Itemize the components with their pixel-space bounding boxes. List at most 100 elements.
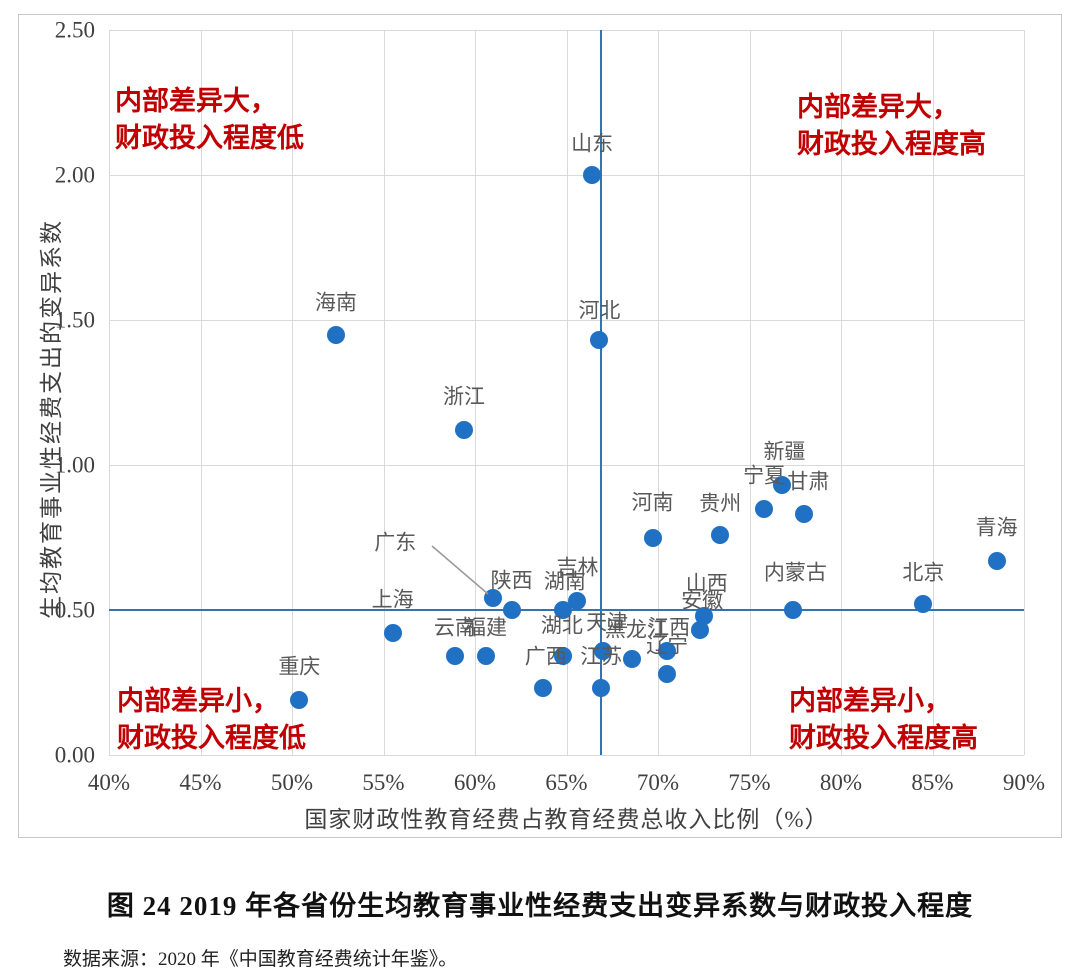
data-point-黑龙江 <box>623 650 642 669</box>
data-point-湖南 <box>553 601 572 619</box>
gridline-vertical <box>749 30 751 755</box>
quadrant-label-line: 内部差异小， <box>117 686 279 716</box>
point-label-上海: 上海 <box>371 587 414 612</box>
data-point-福建 <box>476 647 495 666</box>
data-point-湖北 <box>553 647 572 666</box>
y-tick-label: 1.00 <box>54 452 95 478</box>
gridline-vertical <box>658 30 659 755</box>
point-label-河南: 河南 <box>631 490 674 514</box>
point-label-海南: 海南 <box>314 290 357 314</box>
vertical-reference-line <box>600 30 603 755</box>
point-label-陕西: 陕西 <box>490 568 533 593</box>
x-tick-label: 45% <box>179 770 222 795</box>
point-label-浙江: 浙江 <box>443 384 486 409</box>
data-point-重庆 <box>290 690 309 709</box>
quadrant-label-1: 内部差异大， 财政投入程度低 <box>115 83 304 157</box>
data-point-陕西 <box>502 601 521 619</box>
point-label-宁夏: 宁夏 <box>743 463 786 487</box>
x-tick-label: 90% <box>1002 770 1046 795</box>
quadrant-label-2: 内部差异大， 财政投入程度高 <box>797 89 986 163</box>
point-label-云南: 云南 <box>433 615 476 640</box>
data-point-新疆 <box>773 476 792 495</box>
point-label-甘肃: 甘肃 <box>787 469 830 494</box>
gridline-vertical <box>566 30 568 755</box>
x-tick-label: 60% <box>453 770 497 795</box>
data-point-北京 <box>914 595 933 614</box>
x-tick-label: 70% <box>636 770 680 795</box>
point-label-湖北: 湖北 <box>540 613 583 638</box>
gridline-vertical <box>475 30 476 755</box>
gridline-vertical <box>383 30 385 755</box>
quadrant-label-line: 财政投入程度高 <box>789 723 978 753</box>
quadrant-label-3: 内部差异小， 财政投入程度低 <box>117 683 306 757</box>
point-label-山西: 山西 <box>685 571 728 596</box>
gridline-vertical <box>109 30 110 755</box>
x-tick-label: 75% <box>728 770 771 795</box>
point-label-新疆: 新疆 <box>763 439 806 464</box>
quadrant-label-4: 内部差异小， 财政投入程度高 <box>789 683 978 757</box>
quadrant-label-line: 内部差异小， <box>789 686 951 716</box>
data-point-贵州 <box>711 525 730 544</box>
x-tick-label: 55% <box>362 770 405 795</box>
point-label-天津: 天津 <box>586 610 629 635</box>
gridline-horizontal <box>109 30 1024 31</box>
y-tick-label: 2.00 <box>54 162 95 188</box>
figure-source: 数据来源：2020 年《中国教育经费统计年鉴》。 <box>63 949 458 970</box>
data-point-山西 <box>694 606 713 625</box>
data-point-江西 <box>658 641 677 660</box>
y-tick-label: 1.50 <box>54 307 95 333</box>
x-tick-label: 65% <box>545 770 588 795</box>
data-point-内蒙古 <box>784 601 803 619</box>
data-point-辽宁 <box>658 664 677 683</box>
point-label-广西: 广西 <box>524 644 567 669</box>
gridline-horizontal <box>109 465 1024 466</box>
point-label-福建: 福建 <box>464 615 507 640</box>
point-label-北京: 北京 <box>902 560 945 585</box>
gridline-vertical <box>292 30 293 755</box>
gridline-vertical <box>841 30 842 755</box>
gridline-vertical <box>200 30 202 755</box>
gridline-horizontal <box>109 175 1024 176</box>
point-label-青海: 青海 <box>975 515 1018 540</box>
data-point-浙江 <box>455 421 474 440</box>
point-label-黑龙江: 黑龙江 <box>604 617 668 642</box>
data-point-云南 <box>445 647 464 666</box>
data-point-吉林 <box>568 592 587 611</box>
y-tick-label: 2.50 <box>54 17 95 43</box>
chart-frame <box>18 14 1062 838</box>
point-label-辽宁: 辽宁 <box>646 633 689 658</box>
quadrant-label-line: 内部差异大， <box>797 92 959 122</box>
point-label-安徽: 安徽 <box>681 588 724 613</box>
y-tick-label: 0.50 <box>54 597 95 623</box>
quadrant-label-line: 财政投入程度高 <box>797 129 986 159</box>
quadrant-label-line: 财政投入程度低 <box>117 723 306 753</box>
point-label-广东: 广东 <box>374 530 417 555</box>
point-label-河北: 河北 <box>578 298 621 323</box>
data-point-宁夏 <box>755 499 774 518</box>
y-tick-label: 0.00 <box>54 742 95 768</box>
quadrant-label-line: 财政投入程度低 <box>115 123 304 153</box>
x-tick-label: 40% <box>87 770 131 795</box>
x-tick-label: 85% <box>911 770 954 795</box>
data-point-河北 <box>590 331 609 350</box>
data-point-安徽 <box>691 621 710 640</box>
data-point-广东 <box>484 589 503 608</box>
point-label-贵州: 贵州 <box>699 491 742 516</box>
point-label-湖南: 湖南 <box>543 569 586 594</box>
data-point-广西 <box>533 679 552 698</box>
data-point-河南 <box>643 528 662 547</box>
data-point-上海 <box>383 624 402 643</box>
y-axis-title: 生均教育事业性经费支出的变异系数 <box>39 219 64 619</box>
data-point-甘肃 <box>795 505 814 524</box>
data-point-海南 <box>326 325 345 344</box>
point-label-山东: 山东 <box>571 131 614 156</box>
x-tick-label: 80% <box>819 770 863 795</box>
point-label-江苏: 江苏 <box>580 644 623 669</box>
point-label-吉林: 吉林 <box>556 555 599 580</box>
point-label-内蒙古: 内蒙古 <box>763 560 827 585</box>
data-point-山东 <box>583 166 602 184</box>
quadrant-label-line: 内部差异大， <box>115 86 277 116</box>
figure-caption: 图 24 2019 年各省份生均教育事业性经费支出变异系数与财政投入程度 <box>106 891 974 921</box>
point-label-重庆: 重庆 <box>278 654 321 679</box>
x-axis-title: 国家财政性教育经费占教育经费总收入比例（%） <box>304 807 829 832</box>
